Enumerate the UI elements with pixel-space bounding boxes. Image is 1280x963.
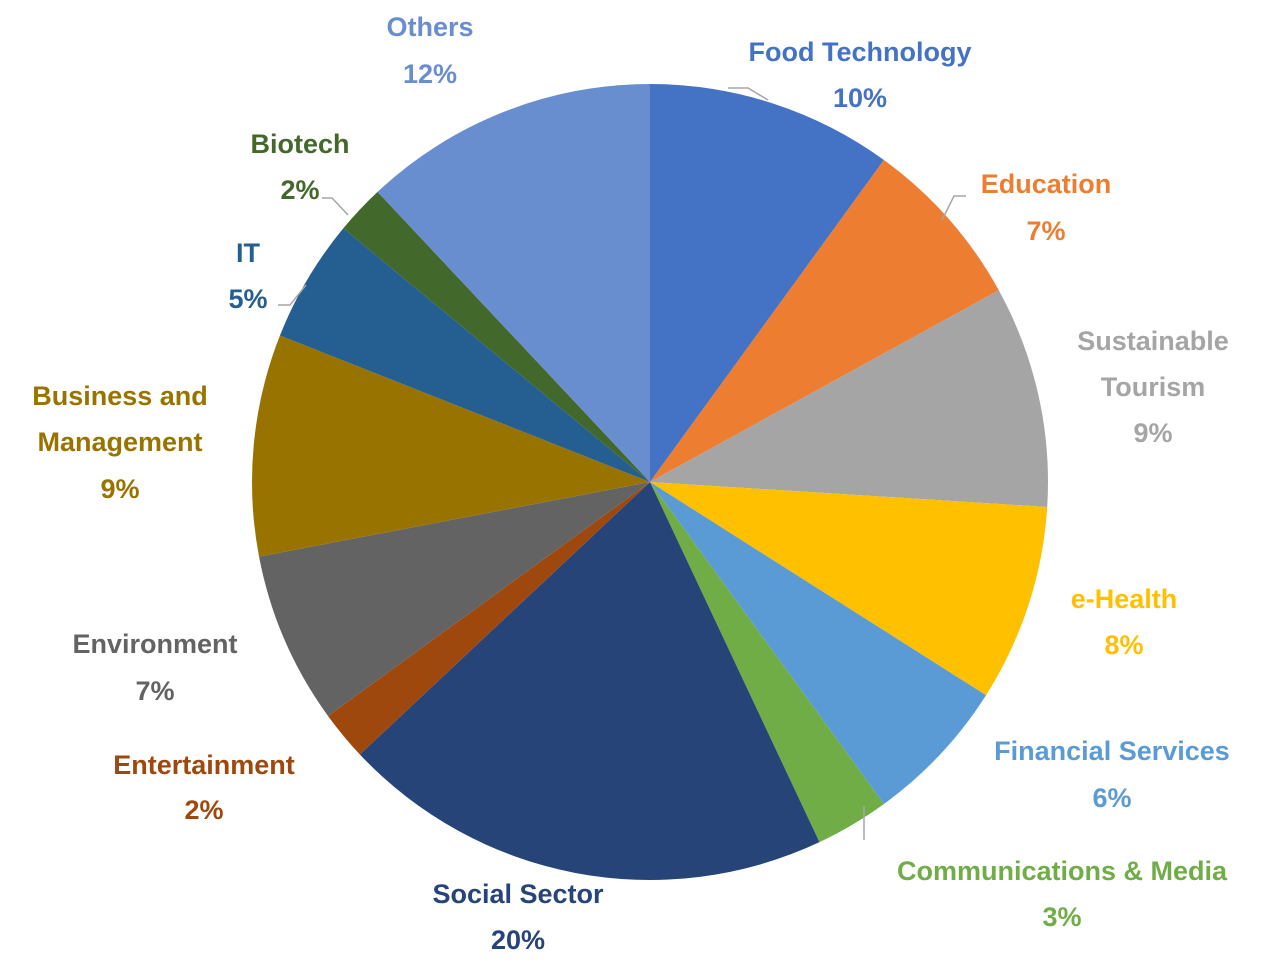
leader-line [941, 195, 966, 221]
pie-slice-biotech [343, 191, 650, 482]
pie-slice-others [377, 84, 650, 482]
pie-slices [252, 84, 1048, 880]
slice-percent-label: 7% [1026, 216, 1065, 246]
slice-percent-label: 5% [228, 284, 267, 314]
leader-line [278, 284, 307, 306]
slice-name-label: Business and Management [32, 381, 208, 457]
slice-percent-label: 10% [833, 83, 887, 113]
pie-slice-education [650, 160, 999, 482]
slice-name-label: Communications & Media [897, 856, 1228, 886]
slice-name-label: Social Sector [432, 879, 604, 909]
pie-slice-social-sector [359, 482, 820, 880]
slice-percent-label: 9% [1133, 418, 1172, 448]
pie-slice-financial-services [650, 482, 987, 804]
slice-percent-label: 8% [1104, 630, 1143, 660]
pie-slice-sustainable-tourism [650, 290, 1048, 507]
slice-name-label: Others [386, 12, 473, 42]
pie-slice-environment [259, 482, 650, 716]
pie-slice-e-health [650, 482, 1048, 696]
slice-percent-label: 7% [135, 676, 174, 706]
slice-name-label: Food Technology [749, 37, 972, 67]
slice-percent-label: 2% [280, 175, 319, 205]
slice-name-label: Education [981, 169, 1112, 199]
pie-slice-communications-media [650, 482, 884, 843]
slice-name-label: Financial Services [994, 736, 1230, 766]
leader-line [728, 87, 769, 101]
slice-name-label: Entertainment [113, 750, 295, 780]
pie-slice-business-and-management [252, 335, 650, 557]
pie-slice-entertainment [328, 482, 650, 755]
leader-lines [278, 87, 966, 840]
slice-percent-label: 6% [1092, 783, 1131, 813]
slice-percent-label: 9% [100, 474, 139, 504]
slice-name-label: Sustainable Tourism [1077, 326, 1229, 402]
slice-name-label: IT [236, 238, 261, 268]
slice-name-label: Biotech [250, 129, 349, 159]
slice-percent-label: 3% [1042, 902, 1081, 932]
slice-percent-label: 20% [491, 925, 545, 955]
pie-slice-food-technology [650, 84, 884, 482]
slice-labels: Food Technology 10% Education 7% Sustainable… [32, 12, 1230, 955]
leader-line [322, 197, 349, 216]
slice-percent-label: 2% [184, 795, 223, 825]
pie-slice-it [279, 228, 650, 482]
slice-name-label: Environment [72, 629, 237, 659]
slice-percent-label: 12% [403, 59, 457, 89]
slice-name-label: e-Health [1071, 584, 1178, 614]
